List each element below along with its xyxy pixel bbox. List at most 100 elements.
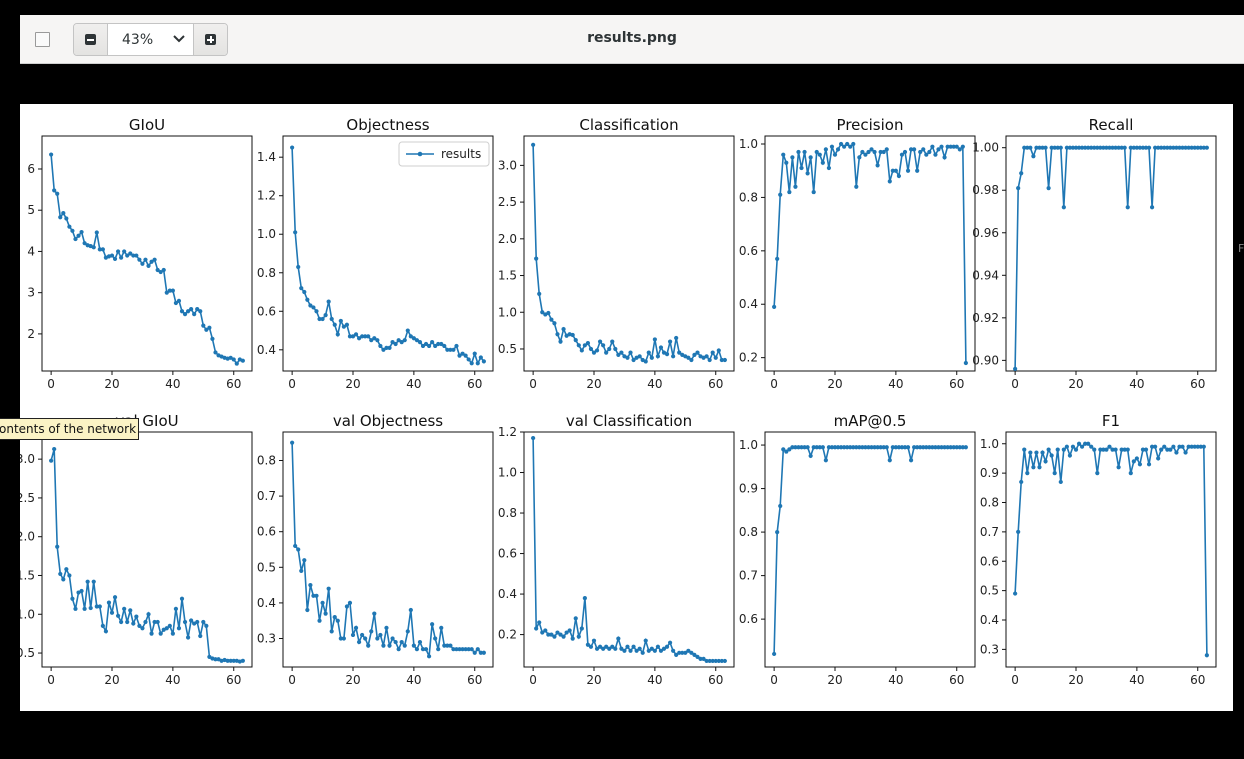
data-point: [411, 336, 416, 341]
y-tick-label: 0.6: [739, 612, 758, 626]
data-point: [408, 334, 413, 339]
data-point: [290, 440, 295, 445]
data-point: [1159, 145, 1164, 150]
data-point: [902, 149, 908, 155]
series-line: [532, 144, 725, 363]
y-tick-label: 0.6: [257, 525, 276, 539]
data-point: [439, 625, 444, 630]
subplot-title: GIoU: [129, 116, 165, 134]
y-tick-label: 4: [27, 244, 35, 258]
data-point: [1055, 447, 1060, 452]
data-point: [1083, 145, 1088, 150]
data-point: [201, 619, 206, 625]
data-point: [957, 147, 962, 152]
data-point: [875, 163, 880, 168]
zoom-in-button[interactable]: [193, 24, 227, 55]
data-point: [387, 345, 392, 350]
data-point: [299, 568, 304, 573]
data-point: [97, 247, 102, 252]
data-point: [1189, 444, 1194, 449]
data-point: [88, 605, 93, 611]
data-point: [1116, 465, 1121, 470]
subplot-title: mAP@0.5: [834, 412, 907, 430]
data-point: [457, 647, 462, 652]
data-point: [1089, 145, 1094, 150]
data-point: [457, 353, 462, 358]
data-point: [1153, 145, 1158, 150]
data-point: [692, 352, 697, 357]
data-point: [423, 647, 429, 652]
data-point: [1204, 145, 1209, 150]
data-point: [848, 144, 853, 149]
data-point: [884, 147, 889, 152]
data-point: [671, 648, 676, 653]
y-tick-label: 5: [27, 203, 35, 217]
data-point: [329, 629, 334, 634]
data-point: [869, 147, 874, 152]
data-point: [692, 652, 697, 657]
axes-frame: [1005, 135, 1217, 372]
data-point: [1186, 145, 1191, 150]
data-point: [201, 323, 206, 328]
data-point: [1149, 205, 1155, 210]
data-point: [851, 445, 856, 450]
chevron-down-icon[interactable]: [172, 34, 186, 44]
data-point: [305, 297, 310, 302]
data-point: [158, 631, 163, 636]
subplot: Classification 0 20 40 60 0.5 1.0 1.5 2.0 2.5 3.0: [498, 116, 735, 391]
data-point: [1101, 145, 1106, 150]
data-point: [79, 229, 84, 235]
data-point: [73, 236, 78, 242]
data-point: [414, 338, 420, 343]
y-tick-label: 0.92: [972, 311, 999, 325]
data-point: [49, 458, 54, 463]
data-point: [363, 334, 368, 339]
data-point: [667, 339, 673, 344]
data-point: [1113, 447, 1118, 452]
data-point: [326, 299, 331, 304]
data-point: [70, 228, 75, 233]
data-point: [805, 445, 810, 450]
data-point: [76, 233, 81, 238]
data-point: [838, 141, 844, 147]
data-point: [79, 588, 84, 594]
data-point: [939, 144, 944, 149]
data-point: [448, 347, 453, 352]
data-point: [713, 658, 718, 664]
data-point: [857, 155, 862, 160]
data-point: [125, 619, 130, 625]
data-point: [350, 632, 356, 638]
data-point: [948, 144, 953, 149]
data-point: [908, 147, 914, 152]
data-point: [155, 619, 160, 625]
data-point: [707, 658, 712, 664]
data-point: [546, 632, 551, 637]
data-point: [1052, 145, 1057, 150]
x-tick-label: 60: [708, 377, 723, 391]
x-tick-label: 0: [529, 673, 537, 687]
data-point: [423, 341, 429, 347]
zoom-level-value[interactable]: 43%: [122, 32, 154, 48]
data-point: [356, 639, 362, 645]
data-point: [607, 346, 612, 352]
data-point: [240, 358, 245, 363]
axes-frame: [523, 135, 735, 372]
sidebar-toggle-icon[interactable]: [35, 32, 50, 47]
data-point: [387, 643, 392, 648]
data-point: [164, 626, 169, 631]
data-point: [854, 184, 859, 189]
data-point: [823, 147, 828, 152]
data-point: [451, 647, 456, 652]
data-point: [439, 341, 444, 347]
data-point: [146, 263, 151, 268]
data-point: [1092, 145, 1097, 150]
data-point: [570, 332, 575, 338]
zoom-out-button[interactable]: [74, 24, 108, 55]
y-tick-label: 0.8: [739, 190, 758, 204]
data-point: [829, 144, 835, 149]
data-point: [381, 347, 386, 352]
data-point: [1028, 450, 1033, 455]
data-point: [195, 619, 200, 625]
data-point: [835, 445, 841, 450]
data-point: [1180, 444, 1185, 449]
